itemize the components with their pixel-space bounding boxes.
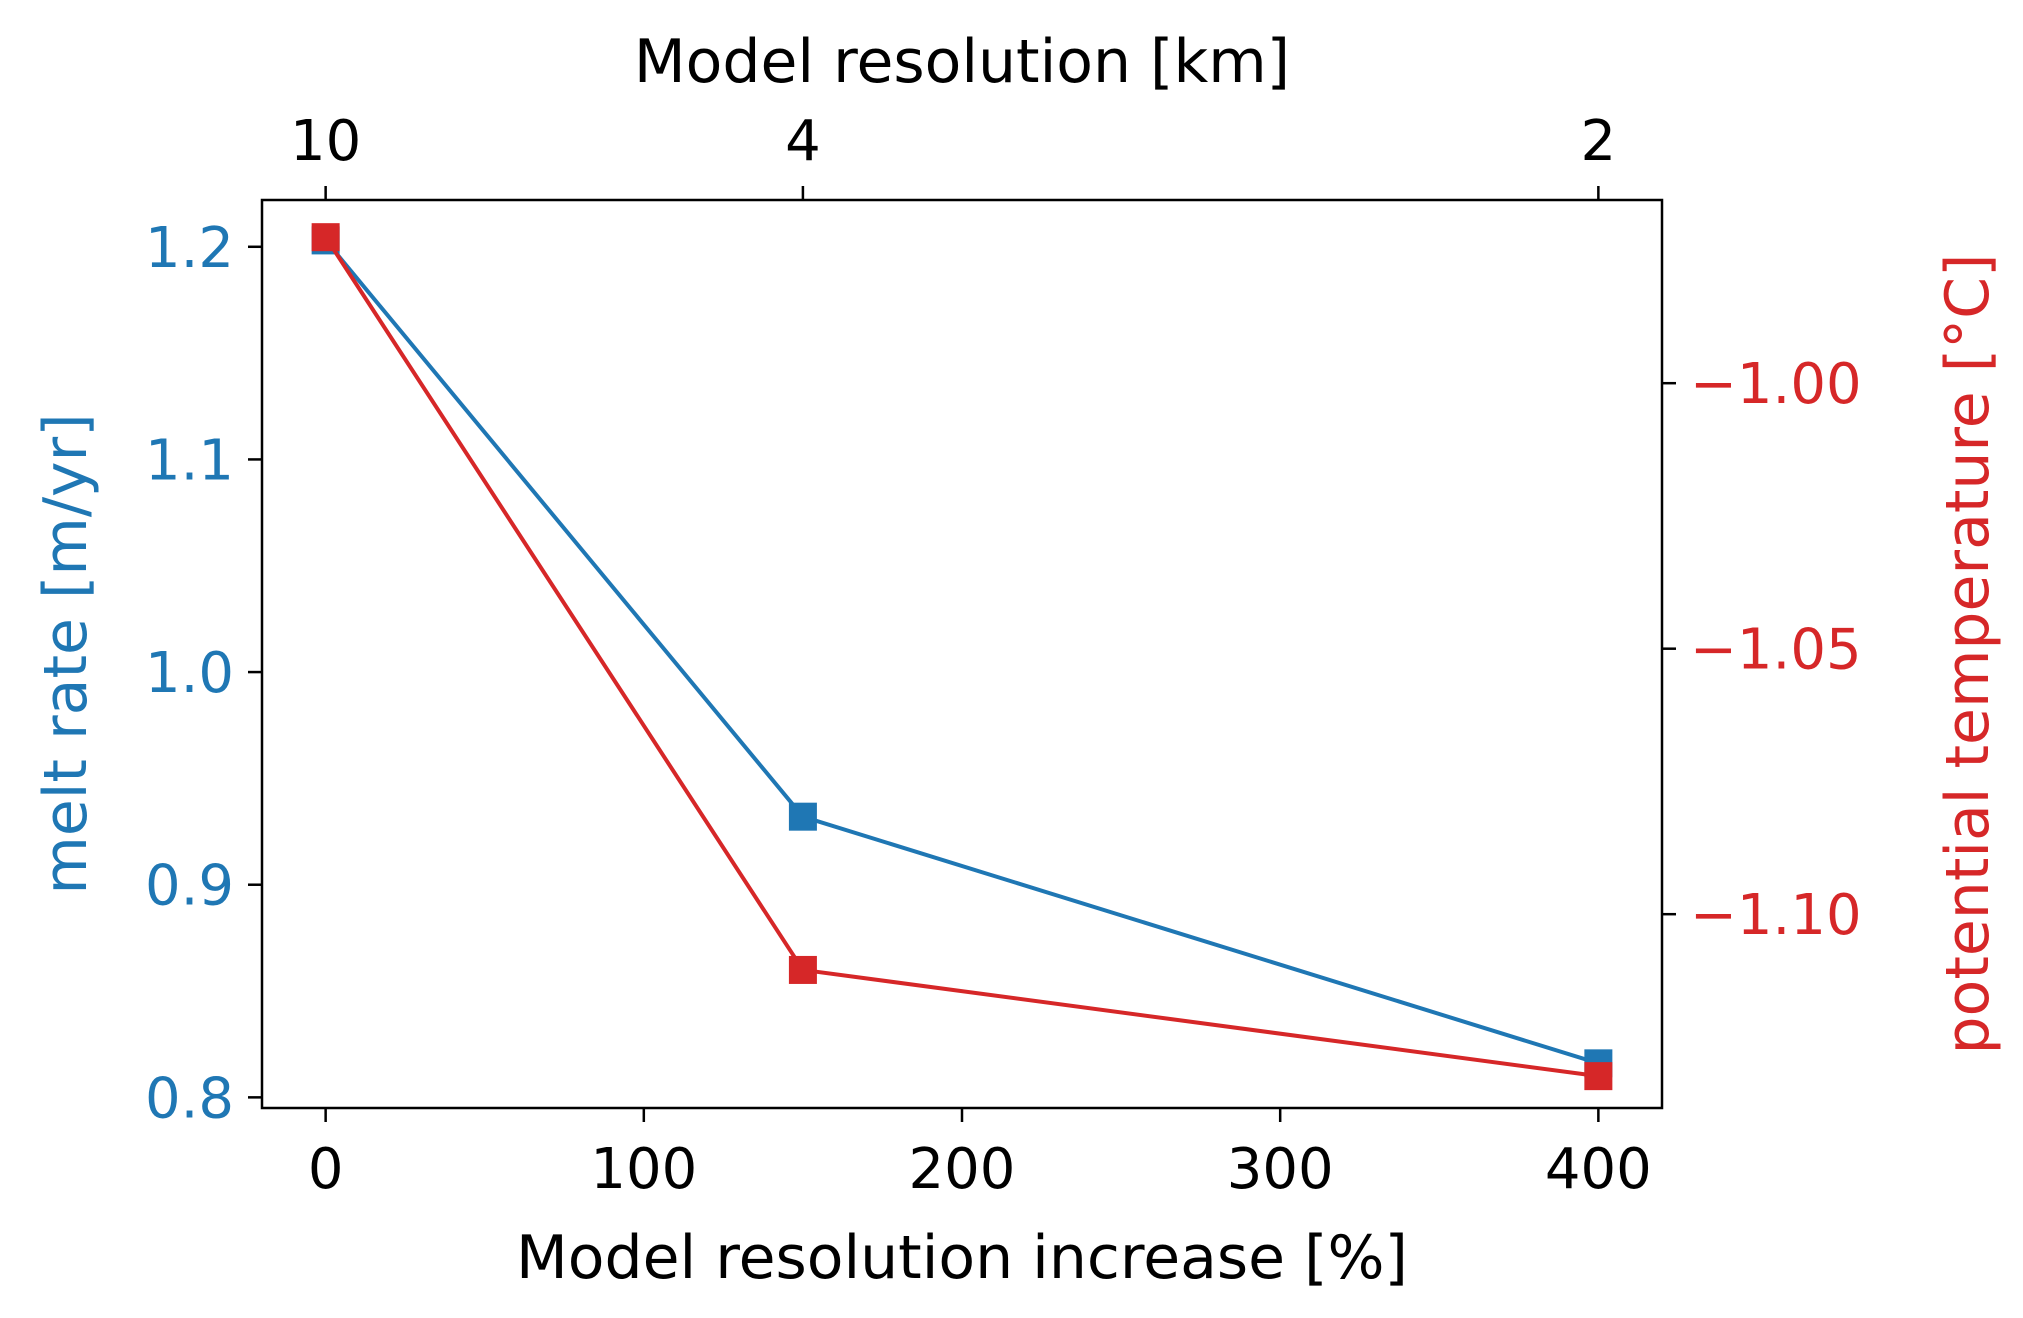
series-marker-potential-temperature [1584,1062,1613,1091]
top-tick-label: 2 [1581,109,1617,174]
x-tick-label: 300 [1227,1137,1334,1202]
right-tick-label: −1.10 [1690,883,1862,948]
left-tick-label: 0.9 [145,854,234,919]
left-axis-label: melt rate [m/yr] [31,413,101,894]
left-tick-label: 1.1 [145,428,234,493]
ticks-layer: 0 100 200 300 400 10 4 2 0.8 0.9 1.0 1.1 1.2 −1.00 −1.… [145,109,1862,1202]
series-layer [311,223,1613,1091]
plot-frame [260,198,1664,1110]
x-tick-label: 400 [1545,1137,1652,1202]
x-tick-label: 0 [308,1137,344,1202]
left-tick-label: 1.0 [145,641,234,706]
right-axis-label: potential temperature [°C] [1933,254,2003,1055]
series-line-melt-rate [324,239,1599,1066]
x-tick-label: 100 [590,1137,697,1202]
top-tick-label: 4 [785,109,821,174]
right-tick-label: −1.05 [1690,618,1862,683]
left-tick-label: 0.8 [145,1066,234,1131]
series-marker-potential-temperature [788,955,817,984]
x-axis-label: Model resolution increase [%] [516,1223,1408,1293]
x-tick-label: 200 [909,1137,1016,1202]
series-marker-potential-temperature [311,223,340,252]
left-tick-label: 1.2 [145,216,234,281]
series-line-potential-temperature [323,236,1599,1079]
series-marker-melt-rate [788,802,817,831]
top-tick-label: 10 [290,109,361,174]
right-tick-label: −1.00 [1690,352,1862,417]
top-axis-label: Model resolution [km] [634,27,1290,97]
